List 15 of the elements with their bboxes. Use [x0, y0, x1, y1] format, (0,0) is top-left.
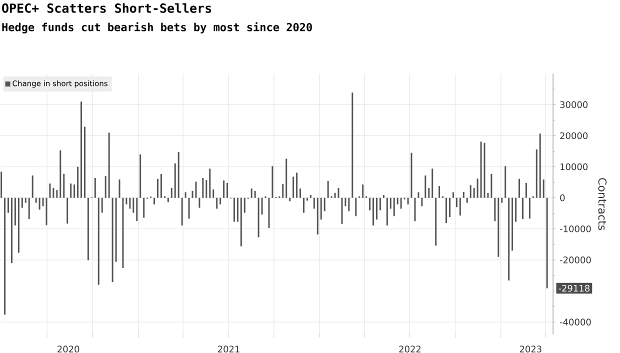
- y-axis-title: Contracts: [598, 178, 607, 230]
- y-tick-label: -10000: [560, 225, 591, 232]
- chart-title: OPEC+ Scatters Short-Sellers: [2, 2, 212, 13]
- y-tick-label: 30000: [560, 101, 588, 108]
- y-tick-label: 0: [560, 194, 565, 201]
- y-tick-label: -20000: [560, 256, 591, 264]
- y-tick-label: -40000: [560, 318, 591, 326]
- x-tick-label: 2023: [520, 345, 542, 352]
- x-tick-label: 2022: [399, 345, 421, 352]
- x-tick-label: 2020: [58, 345, 80, 352]
- x-tick-label: 2021: [218, 345, 240, 352]
- y-tick-label: 10000: [560, 163, 588, 170]
- annotation: -29118: [558, 284, 590, 292]
- y-tick-label: 20000: [560, 132, 588, 139]
- chart-subtitle: Hedge funds cut bearish bets by most since 2020: [2, 22, 312, 34]
